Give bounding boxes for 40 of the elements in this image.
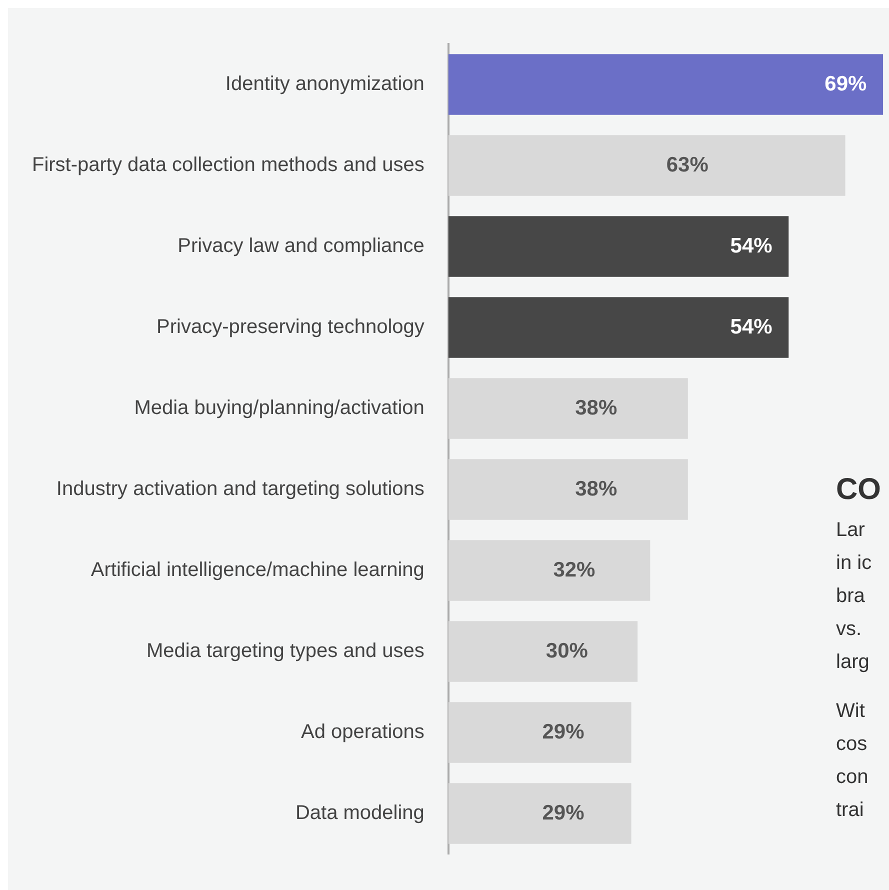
annotation: con <box>836 765 870 790</box>
annotation: in ic <box>836 551 873 576</box>
data-label: 29% <box>542 720 585 744</box>
y-tick-label: Identity anonymization <box>225 73 424 96</box>
y-tick-label: Media buying/planning/activation <box>134 397 424 420</box>
y-tick-label: Industry activation and targeting solutions <box>56 478 424 500</box>
bar <box>448 540 650 601</box>
data-label: 69% <box>824 72 868 96</box>
annotation: trai <box>836 798 865 823</box>
annotation: larg <box>836 650 870 675</box>
data-label: 63% <box>666 153 709 176</box>
y-tick-label: First-party data collection methods and uses <box>32 154 424 176</box>
data-label: 32% <box>553 558 596 582</box>
y-tick-label: Privacy law and compliance <box>178 235 424 258</box>
data-label: 38% <box>575 396 618 420</box>
bar <box>448 459 688 520</box>
bar <box>448 783 632 844</box>
y-tick-label: Privacy-preserving technology <box>156 316 424 338</box>
data-label: 29% <box>542 801 585 824</box>
bar <box>448 621 638 682</box>
data-label: 30% <box>546 639 588 662</box>
data-label: 54% <box>730 315 773 338</box>
annotation: Lar <box>836 518 866 543</box>
data-label: 54% <box>730 234 773 258</box>
annotation: bra <box>836 584 866 609</box>
bar <box>448 378 688 439</box>
bar <box>448 702 632 763</box>
data-label: 38% <box>575 477 618 500</box>
annotation: cos <box>836 732 868 757</box>
annotation: vs. <box>836 617 863 642</box>
y-tick-label: Media targeting types and uses <box>146 640 424 662</box>
bar <box>448 297 789 358</box>
y-tick-label: Ad operations <box>300 721 424 744</box>
annotation: CO <box>836 472 881 508</box>
y-tick-label: Data modeling <box>295 802 424 824</box>
bar <box>448 135 846 196</box>
annotation: Wit <box>836 699 866 724</box>
bar <box>448 54 884 115</box>
y-tick-label: Artificial intelligence/machine learning <box>90 559 424 582</box>
bar <box>448 216 789 277</box>
